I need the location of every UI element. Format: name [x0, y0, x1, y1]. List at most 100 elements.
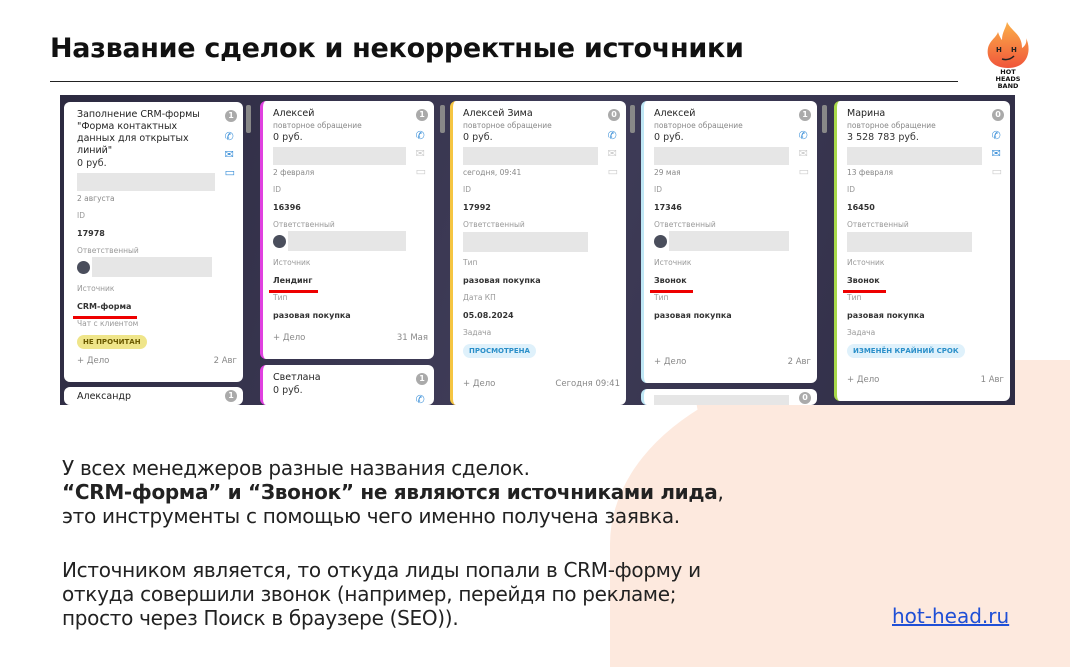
add-task-button[interactable]: + Дело	[463, 379, 496, 389]
field-value-wrap: Звонок	[650, 268, 789, 293]
redacted-block	[654, 147, 789, 165]
deal-date: 13 февраля	[847, 168, 894, 177]
deal-card[interactable]: Алексей повторное обращение 0 руб. 29 мая ID…	[641, 101, 817, 383]
field-value: CRM-форма	[73, 301, 138, 319]
red-underline	[650, 290, 693, 293]
deal-title[interactable]: Алексей	[273, 108, 315, 119]
contact-icons: ✆ ✉ ▭	[416, 129, 426, 178]
chat-icon[interactable]: ▭	[224, 166, 235, 179]
mail-icon[interactable]: ✉	[607, 147, 617, 160]
field-value: 16450	[847, 203, 875, 212]
footer-date: 2 Авг	[213, 356, 237, 366]
mail-icon[interactable]: ✉	[798, 147, 808, 160]
svg-text:H: H	[996, 46, 1002, 54]
deal-title[interactable]: Заполнение CRM-формы "Форма контактных д…	[77, 109, 200, 156]
column-scrollbar[interactable]	[440, 105, 445, 133]
field-label: Ответственный	[463, 220, 525, 229]
avatar-icon	[654, 234, 667, 248]
contact-icons: ✆ ✉ ▭	[225, 130, 235, 179]
phone-icon[interactable]: ✆	[415, 393, 425, 405]
column-scrollbar[interactable]	[246, 105, 251, 133]
phone-icon[interactable]: ✆	[607, 129, 617, 142]
column-scrollbar[interactable]	[822, 105, 827, 133]
deal-amount: 0 руб.	[273, 385, 303, 396]
phone-icon[interactable]: ✆	[415, 129, 425, 142]
mail-icon[interactable]: ✉	[415, 147, 425, 160]
text-line: У всех менеджеров разные названия сделок…	[62, 456, 530, 480]
field-value: Звонок	[650, 275, 693, 293]
deal-card[interactable]: Алексей повторное обращение 0 руб. 2 феврал…	[260, 101, 434, 359]
contact-icons: ✆ ✉ ▭	[608, 129, 618, 178]
field-value-wrap: Лендинг	[269, 268, 406, 293]
field-value-wrap: Звонок	[843, 268, 982, 293]
svg-text:H: H	[1011, 46, 1017, 54]
footer-date: 31 Мая	[396, 333, 428, 343]
activity-counter: 1	[225, 390, 237, 402]
phone-icon[interactable]: ✆	[798, 129, 808, 142]
field-value-wrap: 05.08.2024	[463, 303, 598, 322]
text-line: Источником является, то откуда лиды попа…	[62, 558, 701, 582]
add-task-button[interactable]: + Дело	[847, 375, 880, 385]
status-badge[interactable]: ИЗМЕНЁН КРАЙНИЙ СРОК	[847, 344, 965, 358]
field-label: Задача	[847, 328, 876, 337]
chat-icon[interactable]: ▭	[415, 165, 426, 178]
assignee-row	[273, 230, 406, 252]
assignee-row	[654, 230, 789, 252]
deal-amount: 0 руб.	[77, 158, 107, 169]
deal-amount: 3 528 783 руб.	[847, 132, 919, 143]
field-label: Источник	[77, 284, 115, 293]
text-line: это инструменты с помощью чего именно по…	[62, 504, 680, 528]
deal-title[interactable]: Марина	[847, 108, 886, 119]
deal-title[interactable]: Светлана	[273, 372, 321, 383]
card-footer: + Дело Сегодня 09:41	[463, 379, 620, 389]
text-line: “CRM-форма” и “Звонок” не являются источ…	[62, 480, 902, 504]
add-task-button[interactable]: + Дело	[654, 357, 687, 367]
deal-card[interactable]: Марина повторное обращение 3 528 783 руб. 1…	[834, 101, 1010, 401]
website-link[interactable]: hot-head.ru	[892, 604, 1010, 628]
chat-icon[interactable]: ▭	[991, 165, 1002, 178]
mail-icon[interactable]: ✉	[991, 147, 1001, 160]
field-value: Лендинг	[269, 275, 319, 293]
field-value-wrap: разовая покупка	[654, 303, 789, 322]
phone-icon[interactable]: ✆	[224, 130, 234, 143]
field-value: Звонок	[843, 275, 886, 293]
status-badge[interactable]: НЕ ПРОЧИТАН	[77, 335, 147, 349]
red-underline	[269, 290, 319, 293]
field-label: Тип	[847, 293, 862, 302]
redacted-block	[654, 395, 789, 405]
deal-card[interactable]: Александр 1	[64, 387, 243, 405]
add-task-button[interactable]: + Дело	[77, 356, 110, 366]
redacted-block	[273, 147, 406, 165]
status-badge[interactable]: ПРОСМОТРЕНА	[463, 344, 536, 358]
redacted-name	[92, 257, 212, 277]
crm-kanban-screenshot: Заполнение CRM-формы "Форма контактных д…	[60, 95, 1015, 405]
redacted-block	[77, 173, 215, 191]
field-label: Чат с клиентом	[77, 319, 139, 328]
column-scrollbar[interactable]	[630, 105, 635, 133]
deal-title[interactable]: Александр	[77, 391, 132, 402]
card-footer: + Дело 2 Авг	[654, 357, 811, 367]
mail-icon[interactable]: ✉	[224, 148, 234, 161]
phone-icon[interactable]: ✆	[991, 129, 1001, 142]
field-label: ID	[847, 185, 855, 194]
deal-card[interactable]: Алексей Зима повторное обращение 0 руб. сег…	[450, 101, 626, 405]
field-value: разовая покупка	[654, 311, 732, 320]
field-value-wrap: разовая покупка	[847, 303, 982, 322]
deal-title[interactable]: Алексей	[654, 108, 696, 119]
deal-card[interactable]: 0	[641, 389, 817, 405]
field-value: 17978	[77, 229, 105, 238]
deal-card[interactable]: Светлана 0 руб. 1 ✆✉▭	[260, 365, 434, 405]
deal-card[interactable]: Заполнение CRM-формы "Форма контактных д…	[64, 102, 243, 382]
chat-icon[interactable]: ▭	[607, 165, 618, 178]
add-task-button[interactable]: + Дело	[273, 333, 306, 343]
deal-title[interactable]: Алексей Зима	[463, 108, 533, 119]
activity-counter: 1	[799, 109, 811, 121]
deal-subtitle: повторное обращение	[463, 121, 552, 130]
activity-counter: 1	[225, 110, 237, 122]
field-label: ID	[273, 185, 281, 194]
field-value: 16396	[273, 203, 301, 212]
deal-subtitle: повторное обращение	[273, 121, 362, 130]
field-value-wrap: 17346	[654, 195, 789, 214]
chat-icon[interactable]: ▭	[798, 165, 809, 178]
field-value-wrap: 16450	[847, 195, 982, 214]
